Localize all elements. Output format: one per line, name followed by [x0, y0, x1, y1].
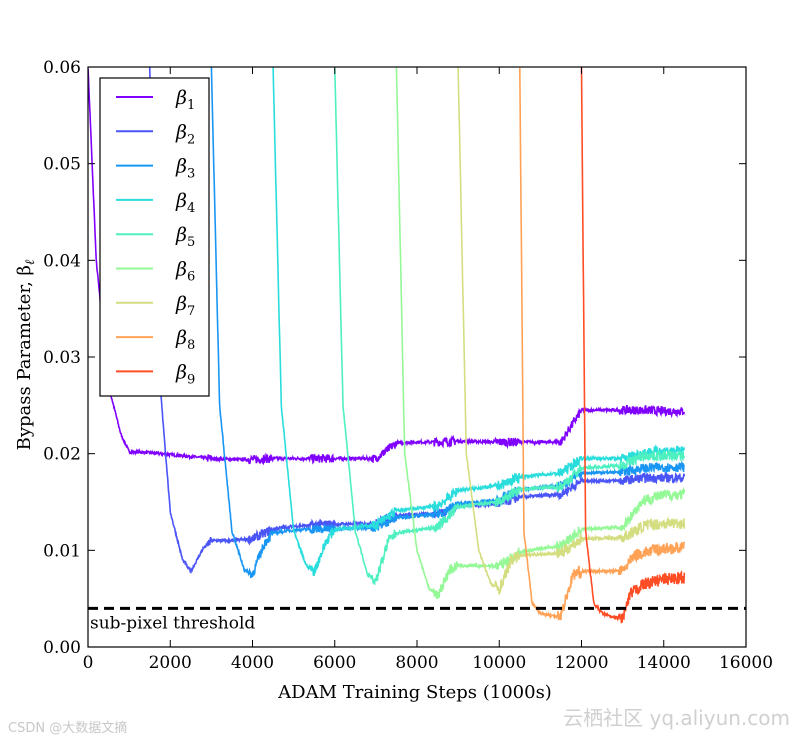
x-tick-label: 4000: [231, 653, 274, 673]
x-tick-label: 12000: [554, 653, 608, 673]
x-axis-ticks: 0 2000 4000 6000 8000 10000 12000 14000 16000: [83, 67, 773, 673]
legend-label-beta-1: β1: [175, 87, 195, 113]
legend-label-beta-9: β9: [175, 361, 195, 387]
series-line-beta-6: [395, 67, 686, 599]
series-line-beta-4: [272, 67, 686, 576]
sub-pixel-threshold-label: sub-pixel threshold: [90, 613, 255, 633]
legend-label-beta-5: β5: [175, 224, 195, 250]
y-tick-label: 0.00: [43, 638, 81, 658]
x-tick-label: 0: [83, 653, 94, 673]
y-axis-title-text: Bypass Parameter, β: [14, 265, 35, 450]
y-axis-title-subscript: ℓ: [23, 259, 38, 265]
watermark-left: CSDN @大数据文摘: [8, 720, 127, 736]
x-tick-label: 16000: [719, 653, 773, 673]
y-axis-ticks: 0.00 0.01 0.02 0.03 0.04 0.05 0.06: [43, 58, 746, 658]
series-line-beta-9: [580, 67, 686, 624]
y-tick-label: 0.02: [43, 445, 81, 465]
legend-label-beta-7: β7: [175, 293, 195, 319]
y-axis-title: Bypass Parameter, βℓ: [14, 259, 38, 450]
x-tick-label: 8000: [395, 653, 438, 673]
y-tick-label: 0.01: [43, 541, 81, 561]
series-line-beta-2: [148, 67, 686, 574]
x-axis-title: ADAM Training Steps (1000s): [277, 682, 552, 703]
x-tick-label: 6000: [313, 653, 356, 673]
y-tick-label: 0.03: [43, 348, 81, 368]
x-tick-label: 2000: [149, 653, 192, 673]
y-tick-label: 0.04: [43, 251, 81, 271]
y-tick-label: 0.06: [43, 58, 81, 78]
series-layer: [88, 67, 686, 624]
legend-label-beta-8: β8: [175, 327, 195, 353]
series-line-beta-8: [519, 67, 686, 621]
series-line-beta-3: [210, 67, 686, 579]
y-tick-label: 0.05: [43, 155, 81, 175]
legend-label-beta-6: β6: [175, 259, 195, 285]
legend-label-beta-3: β3: [175, 156, 195, 182]
legend-label-beta-2: β2: [175, 121, 195, 147]
legend-label-beta-4: β4: [175, 190, 195, 216]
series-line-beta-5: [334, 68, 685, 586]
series-line-beta-7: [457, 67, 686, 595]
watermark-right: 云栖社区 yq.aliyun.com: [563, 706, 790, 730]
legend: β1 β2 β3 β4 β5 β6 β7 β8 β9: [99, 77, 210, 397]
x-tick-label: 10000: [472, 653, 526, 673]
x-tick-label: 14000: [637, 653, 691, 673]
